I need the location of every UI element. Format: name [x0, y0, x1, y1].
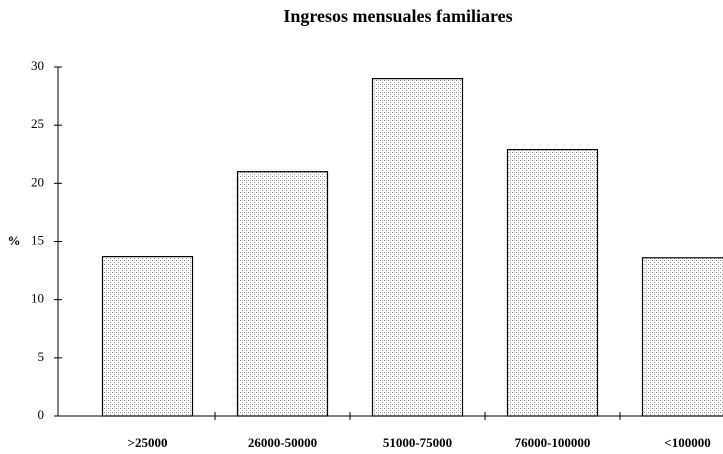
x-tick-label: 51000-75000 [383, 435, 452, 450]
y-tick-label: 5 [38, 349, 45, 364]
y-tick-label: 0 [38, 407, 45, 422]
y-tick-label: 10 [31, 291, 44, 306]
y-tick-label: 20 [31, 174, 44, 189]
x-tick-label: <100000 [664, 435, 710, 450]
bar [641, 257, 723, 417]
x-tick-label: 26000-50000 [248, 435, 317, 450]
x-tick-label: >25000 [128, 435, 168, 450]
bar [101, 256, 194, 417]
bar [236, 171, 329, 417]
chart-title: Ingresos mensuales familiares [283, 6, 512, 26]
y-axis-label: % [8, 233, 21, 248]
x-tick-label: 76000-100000 [515, 435, 591, 450]
bar [371, 78, 464, 417]
y-tick-label: 25 [31, 116, 44, 131]
y-tick-label: 15 [31, 232, 44, 247]
y-tick-label: 30 [31, 58, 44, 73]
bar [506, 148, 599, 417]
